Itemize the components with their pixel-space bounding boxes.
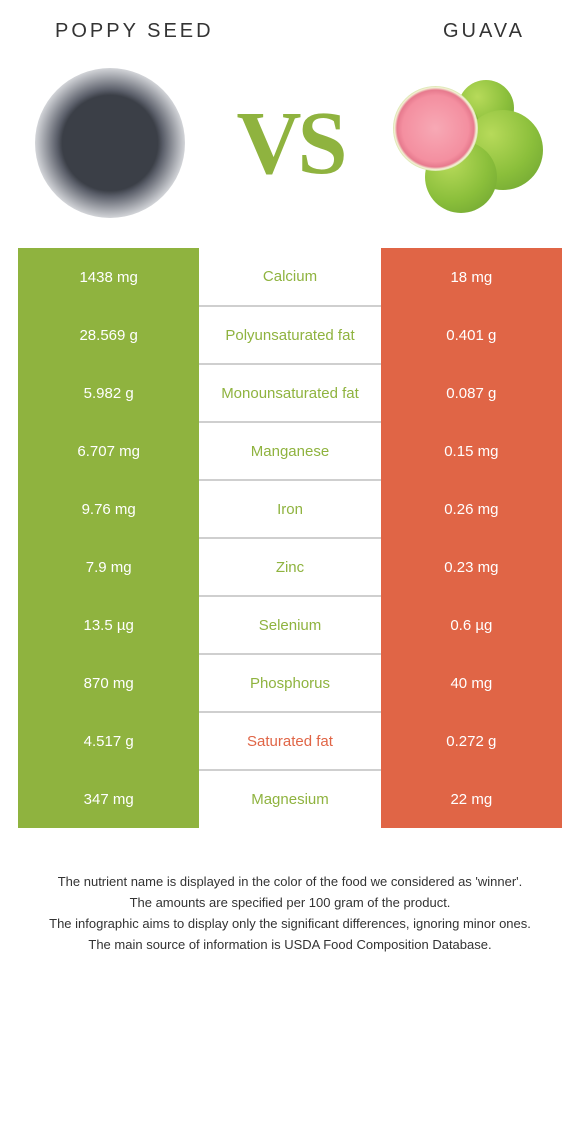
right-value: 0.272 g — [381, 712, 562, 770]
guava-icon — [393, 68, 548, 218]
right-value: 0.15 mg — [381, 422, 562, 480]
left-value: 347 mg — [18, 770, 199, 828]
right-value: 40 mg — [381, 654, 562, 712]
left-value: 9.76 mg — [18, 480, 199, 538]
left-value: 4.517 g — [18, 712, 199, 770]
nutrient-row: 6.707 mgManganese0.15 mg — [18, 422, 562, 480]
nutrient-row: 9.76 mgIron0.26 mg — [18, 480, 562, 538]
nutrient-row: 13.5 µgSelenium0.6 µg — [18, 596, 562, 654]
nutrient-name: Saturated fat — [199, 712, 380, 770]
right-value: 0.401 g — [381, 306, 562, 364]
left-value: 5.982 g — [18, 364, 199, 422]
left-value: 28.569 g — [18, 306, 199, 364]
nutrient-name: Polyunsaturated fat — [199, 306, 380, 364]
hero-row: VS — [0, 53, 580, 248]
left-value: 1438 mg — [18, 248, 199, 306]
nutrient-row: 4.517 gSaturated fat0.272 g — [18, 712, 562, 770]
right-food-image — [390, 63, 550, 223]
vs-label: VS — [236, 92, 343, 195]
nutrient-name: Iron — [199, 480, 380, 538]
right-food-title: Guava — [443, 20, 525, 43]
footnotes: The nutrient name is displayed in the co… — [0, 828, 580, 954]
nutrient-name: Zinc — [199, 538, 380, 596]
right-value: 22 mg — [381, 770, 562, 828]
nutrient-row: 28.569 gPolyunsaturated fat0.401 g — [18, 306, 562, 364]
left-value: 7.9 mg — [18, 538, 199, 596]
right-value: 0.6 µg — [381, 596, 562, 654]
nutrient-row: 347 mgMagnesium22 mg — [18, 770, 562, 828]
nutrient-name: Selenium — [199, 596, 380, 654]
right-value: 0.087 g — [381, 364, 562, 422]
footnote-line: The main source of information is USDA F… — [40, 936, 540, 955]
right-value: 0.26 mg — [381, 480, 562, 538]
left-food-title: Poppy seed — [55, 20, 214, 43]
title-row: Poppy seed Guava — [0, 0, 580, 53]
nutrient-table: 1438 mgCalcium18 mg28.569 gPolyunsaturat… — [0, 248, 580, 828]
nutrient-name: Manganese — [199, 422, 380, 480]
poppy-seed-icon — [35, 68, 185, 218]
nutrient-row: 870 mgPhosphorus40 mg — [18, 654, 562, 712]
nutrient-name: Calcium — [199, 248, 380, 306]
nutrient-row: 1438 mgCalcium18 mg — [18, 248, 562, 306]
right-value: 0.23 mg — [381, 538, 562, 596]
left-value: 13.5 µg — [18, 596, 199, 654]
footnote-line: The nutrient name is displayed in the co… — [40, 873, 540, 892]
footnote-line: The infographic aims to display only the… — [40, 915, 540, 934]
nutrient-name: Monounsaturated fat — [199, 364, 380, 422]
nutrient-row: 7.9 mgZinc0.23 mg — [18, 538, 562, 596]
nutrient-name: Phosphorus — [199, 654, 380, 712]
right-value: 18 mg — [381, 248, 562, 306]
left-value: 870 mg — [18, 654, 199, 712]
nutrient-name: Magnesium — [199, 770, 380, 828]
nutrient-row: 5.982 gMonounsaturated fat0.087 g — [18, 364, 562, 422]
left-value: 6.707 mg — [18, 422, 199, 480]
footnote-line: The amounts are specified per 100 gram o… — [40, 894, 540, 913]
left-food-image — [30, 63, 190, 223]
